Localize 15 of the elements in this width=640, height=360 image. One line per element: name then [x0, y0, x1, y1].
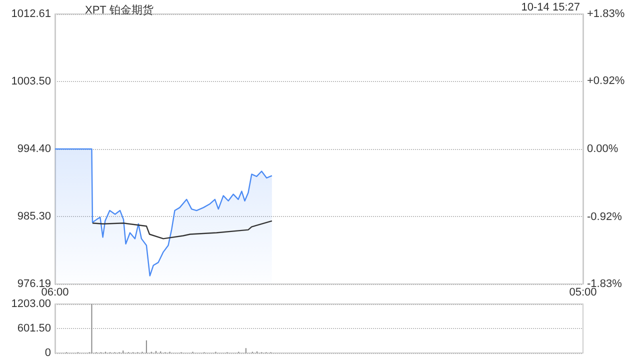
text: 10-14 15:27 — [521, 2, 580, 14]
x-tick-label: 05:00 — [569, 286, 597, 298]
x-tick-label: 06:00 — [41, 286, 69, 298]
y2-tick-label: -0.92% — [587, 210, 622, 223]
chart-title: XPT 铂金期货 — [85, 4, 154, 16]
y-tick-label: 0 — [44, 347, 51, 359]
y2-tick-label: +0.92% — [587, 75, 625, 88]
y-tick-label: 1012.61 — [11, 8, 51, 20]
y-tick-label: 985.30 — [17, 210, 51, 222]
y-tick-label: 601.50 — [17, 322, 51, 334]
y-tick-label: 1203.00 — [11, 298, 51, 310]
y2-tick-label: +1.83% — [587, 8, 625, 20]
y-tick-label: 994.40 — [17, 143, 51, 155]
y2-tick-label: 0.00% — [587, 143, 618, 155]
y-tick-label: 1003.50 — [11, 76, 51, 88]
